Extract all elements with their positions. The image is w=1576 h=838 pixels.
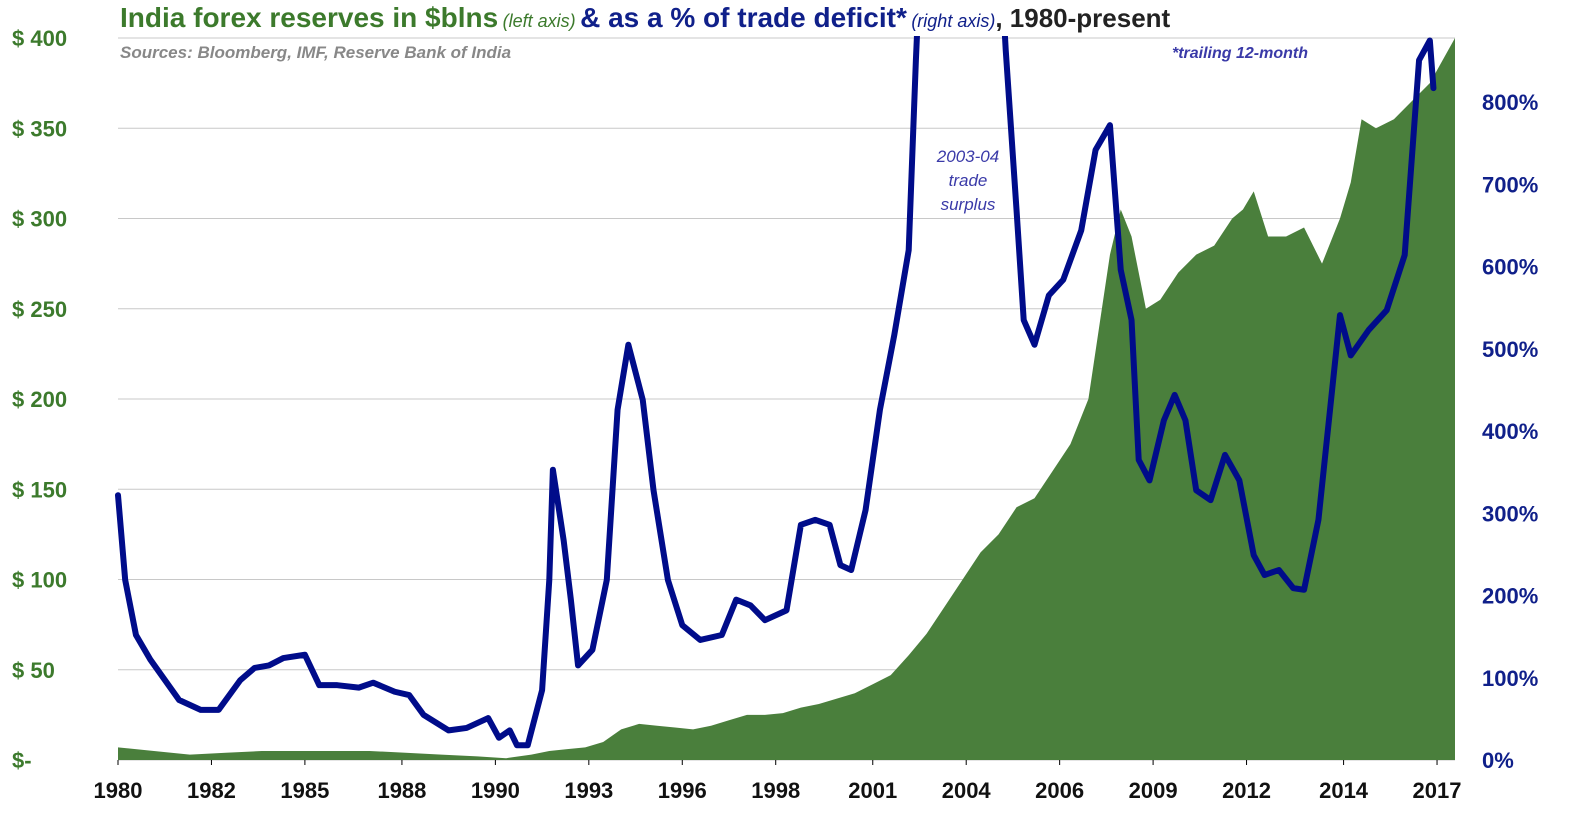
- x-tick-label: 2009: [1129, 778, 1178, 803]
- x-tick-label: 2004: [942, 778, 992, 803]
- y2-tick-label: 0%: [1482, 748, 1514, 773]
- footnote: *trailing 12-month: [1172, 45, 1308, 62]
- plot: [115, 36, 1455, 760]
- x-tick-label: 1996: [658, 778, 707, 803]
- chart-title: India forex reserves in $blns (left axis…: [120, 2, 1171, 33]
- annotation: surplus: [941, 195, 996, 214]
- area: [118, 38, 1455, 760]
- annotation: trade: [949, 171, 988, 190]
- y-tick-label: $ 100: [12, 568, 67, 593]
- y-tick-label: $ 200: [12, 387, 67, 412]
- y2-tick-label: 200%: [1482, 584, 1538, 609]
- x-tick-label: 1993: [564, 778, 613, 803]
- x-tick-label: 1998: [751, 778, 800, 803]
- subtitle: Sources: Bloomberg, IMF, Reserve Bank of…: [120, 43, 511, 62]
- y-tick-label: $ 50: [12, 658, 55, 683]
- x-tick-label: 2014: [1319, 778, 1369, 803]
- annotation: 2003-04: [936, 147, 999, 166]
- x-tick-label: 1985: [280, 778, 329, 803]
- y2-tick-label: 500%: [1482, 337, 1538, 362]
- title-part: India forex reserves in $blns: [120, 2, 498, 33]
- x-tick-label: 1990: [471, 778, 520, 803]
- x-tick-label: 2001: [848, 778, 897, 803]
- y-tick-label: $ 250: [12, 297, 67, 322]
- y2-tick-label: 600%: [1482, 255, 1538, 280]
- x-tick-label: 1980: [94, 778, 143, 803]
- x-tick-label: 2017: [1413, 778, 1462, 803]
- title-part: (right axis): [911, 11, 995, 31]
- x-tick-label: 1982: [187, 778, 236, 803]
- y2-tick-label: 400%: [1482, 419, 1538, 444]
- y2-tick-label: 100%: [1482, 666, 1538, 691]
- y2-tick-label: 700%: [1482, 172, 1538, 197]
- y-tick-label: $ 300: [12, 207, 67, 232]
- title-part: (left axis): [503, 11, 576, 31]
- y-tick-label: $-: [12, 748, 32, 773]
- x-tick-label: 2012: [1222, 778, 1271, 803]
- line: [115, 36, 1437, 749]
- y-tick-label: $ 400: [12, 26, 67, 51]
- y2-tick-label: 800%: [1482, 90, 1538, 115]
- title-part: , 1980-present: [995, 3, 1170, 33]
- x-tick-label: 1988: [377, 778, 426, 803]
- y2-tick-label: 300%: [1482, 501, 1538, 526]
- y-tick-label: $ 350: [12, 116, 67, 141]
- title-part: & as a % of trade deficit*: [580, 2, 907, 33]
- y-tick-label: $ 150: [12, 477, 67, 502]
- x-tick-label: 2006: [1035, 778, 1084, 803]
